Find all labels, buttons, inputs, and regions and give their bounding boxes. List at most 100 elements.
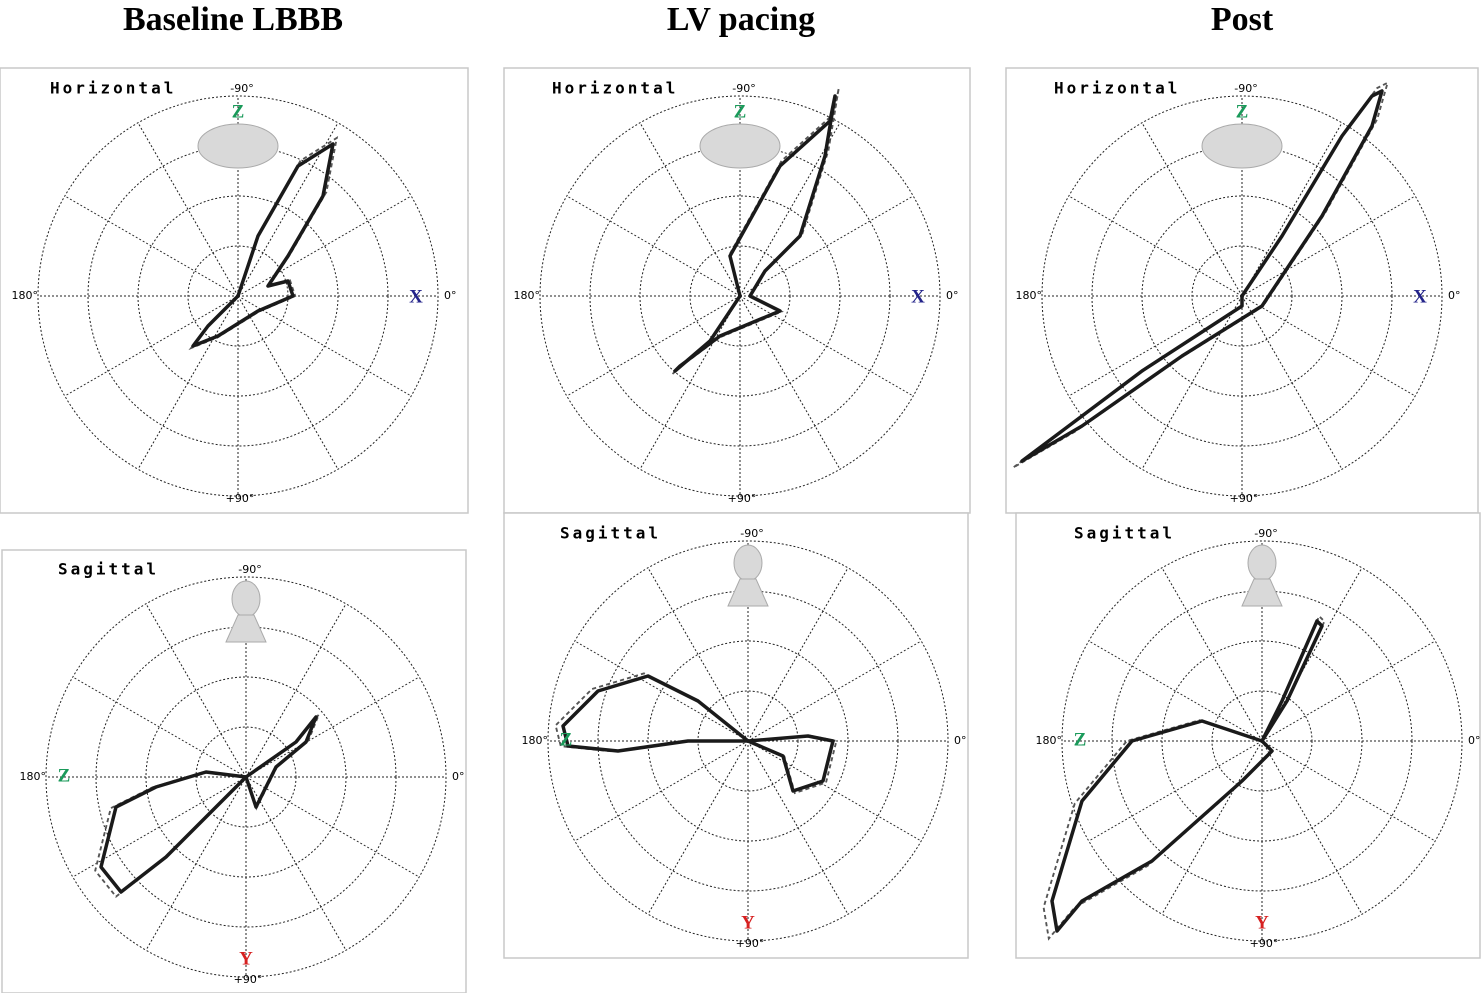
angle-label: 0° xyxy=(1448,289,1461,302)
angle-label: +90° xyxy=(1250,937,1279,950)
column-title: Post xyxy=(1211,1,1274,38)
grid-spoke xyxy=(137,122,239,297)
angle-label: +90° xyxy=(736,937,765,950)
vcg-loop xyxy=(191,142,335,348)
plane-title: Horizontal xyxy=(50,79,176,98)
grid-spoke xyxy=(574,740,749,842)
axis-letter: X xyxy=(409,286,423,307)
axis-letter: X xyxy=(1413,286,1427,307)
grid-spoke xyxy=(1088,640,1263,742)
axis-letter: X xyxy=(911,286,925,307)
grid-spoke xyxy=(245,603,347,778)
grid-spoke xyxy=(1261,740,1363,915)
torso-icon xyxy=(1201,123,1283,169)
head-icon xyxy=(231,580,261,618)
angle-label: -90° xyxy=(238,563,261,576)
neck-icon xyxy=(1241,578,1283,607)
angle-label: -90° xyxy=(732,82,755,95)
grid-spoke xyxy=(237,295,412,397)
grid-spoke xyxy=(1068,195,1243,297)
angle-label: -90° xyxy=(230,82,253,95)
vcg-loop xyxy=(561,674,835,793)
grid-spoke xyxy=(237,295,339,470)
vcg-loop xyxy=(1020,89,1384,463)
grid-spoke xyxy=(639,295,741,470)
plane-title: Horizontal xyxy=(1054,79,1180,98)
grid-spoke xyxy=(1241,295,1343,470)
grid-spoke xyxy=(72,676,247,778)
angle-label: -90° xyxy=(740,527,763,540)
vcg-loop-outline xyxy=(188,135,339,351)
axis-letter: Z xyxy=(232,101,245,122)
torso-icon xyxy=(699,123,781,169)
panel-frame xyxy=(503,512,969,959)
grid-spoke xyxy=(747,740,922,842)
grid-spoke xyxy=(1161,567,1263,742)
column-title: LV pacing xyxy=(667,1,815,38)
grid-spoke xyxy=(245,676,420,778)
grid-spoke xyxy=(245,776,420,878)
polar-panel: Sagittal -90° 0° 180° +90° Z Y xyxy=(1015,512,1481,959)
grid-spoke xyxy=(747,740,849,915)
grid-spoke xyxy=(747,640,922,742)
grid-spoke xyxy=(739,295,841,470)
panel-frame xyxy=(1,549,467,993)
grid-spoke xyxy=(739,122,841,297)
axis-letter: Y xyxy=(741,912,755,933)
axis-letter: Z xyxy=(58,765,71,786)
angle-label: 180° xyxy=(1016,289,1043,302)
plane-title: Sagittal xyxy=(58,560,159,579)
polar-panel: Horizontal -90° 0° 180° +90° Z X xyxy=(1005,67,1479,514)
neck-icon xyxy=(727,578,769,607)
grid-spoke xyxy=(1241,295,1416,397)
angle-label: 180° xyxy=(20,770,47,783)
vcg-loop xyxy=(99,715,318,894)
axis-letter: Y xyxy=(1255,912,1269,933)
grid-ring xyxy=(1061,540,1463,942)
grid-spoke xyxy=(145,776,247,951)
polar-panel: Horizontal -90° 0° 180° +90° Z X xyxy=(0,67,469,514)
grid-ring xyxy=(37,95,439,497)
angle-label: 180° xyxy=(1036,734,1063,747)
head-icon xyxy=(1247,544,1277,582)
grid-spoke xyxy=(245,776,347,951)
grid-ring xyxy=(547,540,949,942)
grid-ring xyxy=(45,576,447,978)
grid-spoke xyxy=(1241,195,1416,297)
torso-icon xyxy=(197,123,279,169)
grid-ring xyxy=(539,95,941,497)
grid-spoke xyxy=(647,567,749,742)
polar-panel: Sagittal -90° 0° 180° +90° Z Y xyxy=(1,549,467,993)
grid-spoke xyxy=(747,567,849,742)
grid-spoke xyxy=(647,740,749,915)
angle-label: +90° xyxy=(728,492,757,505)
grid-spoke xyxy=(566,195,741,297)
angle-label: -90° xyxy=(1234,82,1257,95)
angle-label: +90° xyxy=(226,492,255,505)
grid-spoke xyxy=(1068,295,1243,397)
angle-label: +90° xyxy=(234,973,263,986)
grid-spoke xyxy=(739,195,914,297)
angle-label: 0° xyxy=(452,770,465,783)
grid-spoke xyxy=(72,776,247,878)
axis-letter: Z xyxy=(1074,729,1087,750)
grid-spoke xyxy=(739,295,914,397)
angle-label: -90° xyxy=(1254,527,1277,540)
grid-spoke xyxy=(1141,295,1243,470)
grid-spoke xyxy=(1261,640,1436,742)
grid-spoke xyxy=(566,295,741,397)
grid-ring xyxy=(1041,95,1443,497)
grid-spoke xyxy=(137,295,239,470)
plane-title: Horizontal xyxy=(552,79,678,98)
polar-panel: Sagittal -90° 0° 180° +90° Z Y xyxy=(503,512,969,959)
grid-spoke xyxy=(574,640,749,742)
angle-label: 0° xyxy=(954,734,967,747)
grid-spoke xyxy=(237,195,412,297)
neck-icon xyxy=(225,614,267,643)
grid-spoke xyxy=(639,122,741,297)
axis-letter: Z xyxy=(560,729,573,750)
grid-spoke xyxy=(64,295,239,397)
angle-label: 180° xyxy=(522,734,549,747)
angle-label: 180° xyxy=(12,289,39,302)
